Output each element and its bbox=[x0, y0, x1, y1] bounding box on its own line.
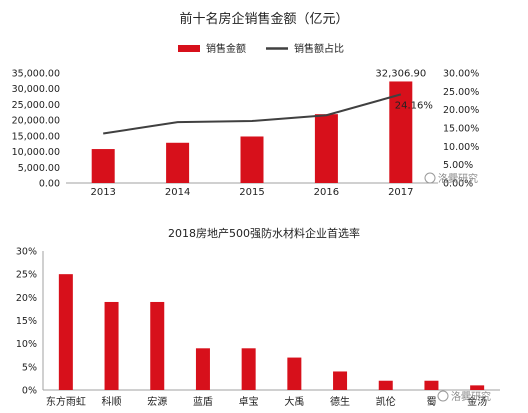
line-data-label: 24.16% bbox=[395, 100, 433, 111]
watermark-text: 洛爨研究 bbox=[451, 390, 491, 403]
bar bbox=[378, 380, 393, 390]
weibo-icon bbox=[424, 172, 436, 184]
chart-1-line bbox=[103, 93, 402, 135]
chart-1-legend: 销售金额 销售额占比 bbox=[178, 42, 344, 55]
category-label: 金汤 bbox=[467, 395, 487, 408]
category-label: 凯伦 bbox=[376, 395, 396, 408]
bar bbox=[166, 142, 190, 183]
weibo-icon bbox=[437, 390, 449, 402]
right-tick-label: 5.00% bbox=[443, 160, 473, 171]
left-tick-label: 20,000.00 bbox=[12, 116, 60, 127]
bar bbox=[150, 301, 165, 390]
y-tick-label: 20% bbox=[16, 293, 37, 304]
bar bbox=[389, 81, 413, 183]
legend-bar-swatch bbox=[178, 45, 200, 52]
bar bbox=[314, 114, 338, 183]
left-tick-label: 0.00 bbox=[39, 179, 60, 190]
chart-1-title: 前十名房企销售金额（亿元） bbox=[179, 11, 348, 27]
watermark-text: 洛爨研究 bbox=[438, 172, 478, 185]
left-tick-label: 10,000.00 bbox=[12, 147, 60, 158]
chart-1-bars bbox=[91, 81, 413, 183]
bar bbox=[240, 136, 264, 183]
y-tick-label: 30% bbox=[16, 247, 37, 258]
right-tick-label: 20.00% bbox=[443, 105, 479, 116]
left-tick-label: 25,000.00 bbox=[12, 100, 60, 111]
y-tick-label: 10% bbox=[16, 339, 37, 350]
y-tick-label: 25% bbox=[16, 270, 37, 281]
bar bbox=[195, 348, 210, 390]
category-label: 2015 bbox=[239, 187, 264, 198]
category-label: 德生 bbox=[330, 395, 350, 408]
category-label: 东方雨虹 bbox=[46, 395, 86, 408]
watermark-2: 洛爨研究 bbox=[437, 390, 491, 403]
category-label: 2013 bbox=[90, 187, 115, 198]
bar bbox=[424, 380, 439, 390]
bar bbox=[333, 371, 348, 390]
chart-1-right-axis: 0.00% 5.00% 10.00% 15.00% 20.00% 25.00% 30.00% bbox=[443, 69, 479, 190]
category-label: 2017 bbox=[388, 187, 413, 198]
chart-1-left-axis: 0.00 5,000.00 10,000.00 15,000.00 20,000.00 2… bbox=[12, 69, 60, 190]
left-tick-label: 30,000.00 bbox=[12, 84, 60, 95]
category-label: 宏源 bbox=[147, 395, 167, 408]
y-tick-label: 15% bbox=[16, 316, 37, 327]
chart-2: 2018房地产500强防水材料企业首选率 0% 5% 10% 15% 20% 25% 30%… bbox=[16, 226, 500, 408]
legend-bar-label: 销售金额 bbox=[206, 42, 246, 55]
bar bbox=[91, 149, 115, 183]
bar bbox=[58, 274, 73, 390]
category-label: 蜀 bbox=[426, 396, 436, 408]
left-tick-label: 35,000.00 bbox=[12, 69, 60, 80]
bar-data-label: 32,306.90 bbox=[375, 68, 426, 79]
category-label: 科顺 bbox=[102, 395, 122, 408]
category-label: 卓宝 bbox=[239, 395, 259, 408]
right-tick-label: 30.00% bbox=[443, 69, 479, 80]
chart-2-title: 2018房地产500强防水材料企业首选率 bbox=[168, 226, 360, 240]
category-label: 2014 bbox=[165, 187, 190, 198]
watermark-1: 洛爨研究 bbox=[424, 172, 478, 185]
right-tick-label: 25.00% bbox=[443, 87, 479, 98]
chart-2-y-axis: 0% 5% 10% 15% 20% 25% 30% bbox=[16, 247, 37, 397]
bar bbox=[104, 301, 119, 390]
right-tick-label: 0.00% bbox=[443, 179, 473, 190]
bar bbox=[287, 357, 302, 390]
chart-2-categories: 东方雨虹 科顺 宏源 蓝盾 卓宝 大禹 德生 凯伦 蜀 金汤 bbox=[46, 395, 487, 408]
category-label: 蓝盾 bbox=[193, 396, 213, 408]
right-tick-label: 10.00% bbox=[443, 142, 479, 153]
chart-1-categories: 2013 2014 2015 2016 2017 bbox=[90, 187, 413, 198]
category-label: 2016 bbox=[314, 187, 339, 198]
legend-line-label: 销售额占比 bbox=[294, 42, 344, 55]
left-tick-label: 5,000.00 bbox=[18, 163, 60, 174]
bar bbox=[241, 348, 256, 390]
chart-1: 前十名房企销售金额（亿元） 销售金额 销售额占比 0.00 5,000.00 10,… bbox=[12, 11, 480, 198]
chart-2-bars bbox=[58, 274, 485, 390]
y-tick-label: 5% bbox=[22, 362, 37, 373]
bar bbox=[470, 385, 485, 390]
left-tick-label: 15,000.00 bbox=[12, 131, 60, 142]
category-label: 大禹 bbox=[284, 395, 304, 408]
right-tick-label: 15.00% bbox=[443, 124, 479, 135]
y-tick-label: 0% bbox=[22, 386, 37, 397]
